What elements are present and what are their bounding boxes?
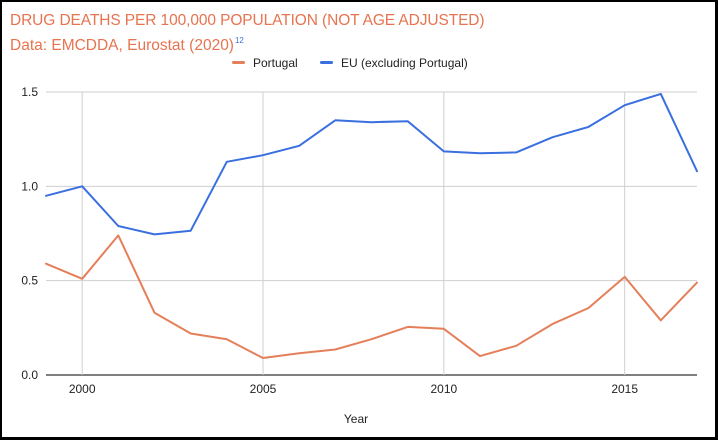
x-axis-title: Year [344,412,368,426]
legend-swatch-portugal[interactable] [232,61,245,64]
eu-line[interactable] [45,92,698,236]
portugal-line[interactable] [45,234,698,359]
x-tick-labels: 2000 2005 2010 2015 [69,382,639,396]
legend: Portugal EU (excluding Portugal) [232,56,468,70]
y-tick-label: 1.5 [21,85,38,99]
y-tick-label: 0.0 [21,368,38,382]
legend-label-portugal[interactable]: Portugal [253,56,298,70]
legend-label-eu[interactable]: EU (excluding Portugal) [341,56,468,70]
chart-source: Data: EMCDDA, Eurostat (2020)12 [10,31,244,56]
y-tick-label: 0.5 [21,274,38,288]
x-tick-label: 2015 [611,382,638,396]
footnote-ref[interactable]: 12 [234,36,244,45]
x-tick-label: 2010 [430,382,457,396]
gridlines [46,91,697,376]
y-tick-labels: 0.0 0.5 1.0 1.5 [21,85,38,382]
series-lines [45,92,698,359]
chart-title: DRUG DEATHS PER 100,000 POPULATION (NOT … [10,12,485,29]
y-tick-label: 1.0 [21,179,38,193]
x-tick-label: 2000 [69,382,96,396]
x-tick-label: 2005 [250,382,277,396]
legend-swatch-eu[interactable] [320,61,333,64]
source-text: Data: EMCDDA, Eurostat (2020) [10,37,234,54]
